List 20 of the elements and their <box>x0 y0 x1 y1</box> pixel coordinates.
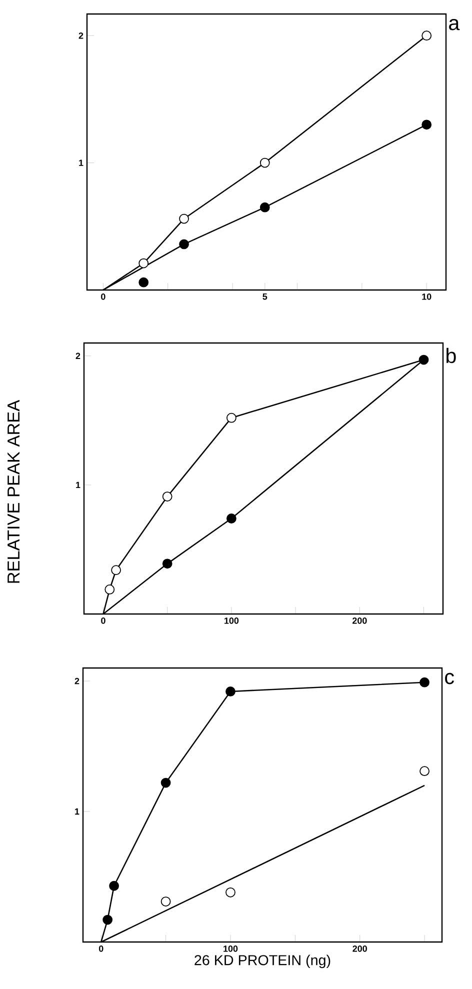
y-axis-title: RELATIVE PEAK AREA <box>8 400 20 583</box>
x-tick-label: 100 <box>224 946 238 952</box>
x-axis-title: 26 KD PROTEIN (ng) <box>194 954 330 968</box>
x-tick-label: 0 <box>101 618 106 624</box>
text: b <box>446 348 456 364</box>
y-tick-label: 1 <box>76 482 80 488</box>
y-tick-label: 2 <box>78 32 84 39</box>
y-tick-label: 1 <box>79 160 84 166</box>
x-tick-label: 0 <box>98 946 104 952</box>
y-tick-label: 1 <box>75 808 80 815</box>
x-tick-label: 200 <box>352 946 367 952</box>
x-tick-label: 200 <box>352 618 367 624</box>
y-tick-label: 2 <box>74 678 80 684</box>
y-tick-label: 2 <box>76 352 80 360</box>
x-tick-label: 10 <box>422 294 432 300</box>
x-tick-label: 0 <box>101 294 106 300</box>
x-tick-label: 100 <box>224 618 239 624</box>
x-tick-label: 5 <box>262 294 268 300</box>
text: a <box>449 18 460 30</box>
text: c <box>445 672 454 684</box>
